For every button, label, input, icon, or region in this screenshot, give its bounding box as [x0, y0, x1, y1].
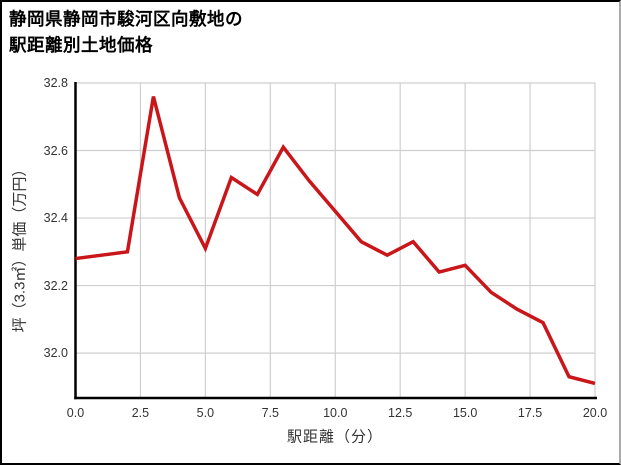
x-axis-title: 駅距離（分） [286, 428, 384, 446]
chart-title: 静岡県静岡市駿河区向敷地の 駅距離別土地価格 [9, 6, 243, 58]
x-tick-label: 10.0 [323, 406, 348, 420]
y-tick-label: 32.0 [43, 346, 68, 361]
y-axis-title: 坪（3.3㎡）単価（万円） [11, 161, 29, 333]
y-tick-label: 32.4 [43, 211, 68, 226]
x-tick-label: 12.5 [388, 406, 413, 420]
x-tick-label: 2.5 [131, 406, 150, 420]
y-tick-label: 32.6 [43, 143, 68, 158]
x-tick-label: 15.0 [452, 406, 478, 420]
x-tick-label: 17.5 [517, 406, 543, 420]
price-line [75, 96, 596, 386]
x-tick-label: 20.0 [582, 406, 608, 420]
chart-title-line1: 静岡県静岡市駿河区向敷地の [9, 9, 243, 29]
x-tick-label: 7.5 [261, 406, 279, 420]
x-tick-label: 5.0 [196, 406, 215, 420]
y-tick-label: 32.8 [43, 76, 68, 90]
y-tick-label: 32.2 [43, 278, 68, 293]
x-tick-label: 0.0 [66, 406, 85, 420]
chart-title-line2: 駅距離別土地価格 [9, 35, 153, 55]
